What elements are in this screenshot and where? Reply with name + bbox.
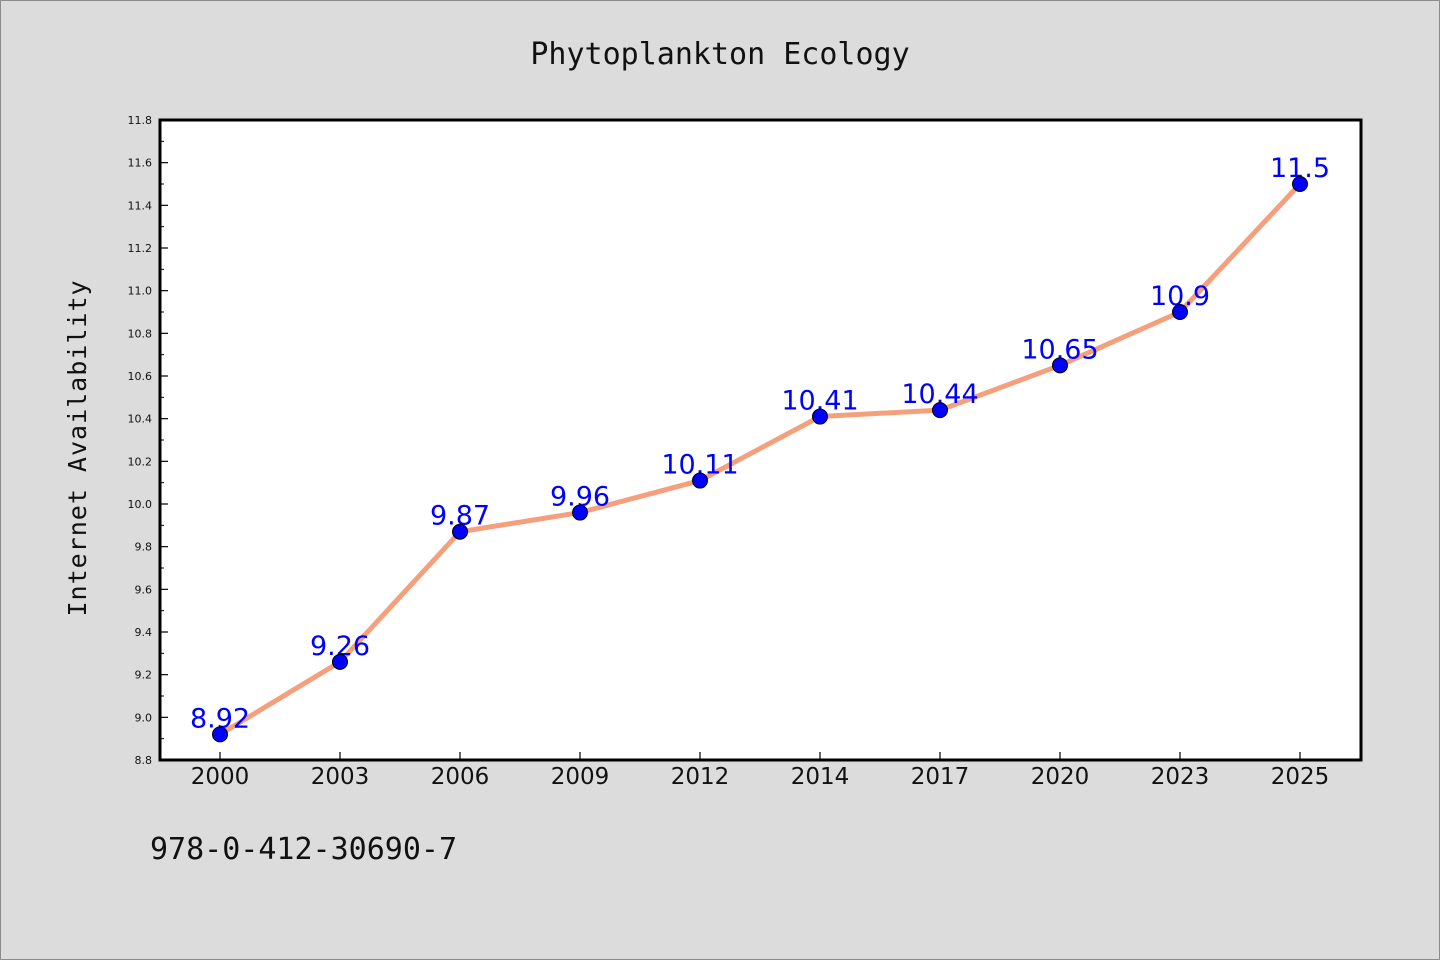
data-point [452, 523, 468, 540]
series-line [217, 181, 1303, 737]
data-point [692, 472, 708, 489]
y-tick-label: 9.2 [135, 669, 153, 682]
y-tick-label: 9.6 [135, 583, 153, 596]
y-tick-label: 8.8 [135, 754, 153, 767]
plot-border [158, 118, 1363, 762]
data-point [932, 402, 948, 419]
y-tick-label: 11.4 [128, 199, 153, 212]
x-tick-label: 2025 [1271, 764, 1330, 790]
x-tick-label: 2006 [431, 764, 490, 790]
y-tick-label: 10.8 [128, 327, 153, 340]
y-tick-label: 10.0 [128, 498, 153, 511]
footnote-isbn: 978-0-412-30690-7 [150, 832, 458, 867]
x-tick-label: 2017 [911, 764, 970, 790]
data-point [332, 653, 348, 670]
x-tick-label: 2012 [671, 764, 730, 790]
data-point [1172, 304, 1188, 320]
x-tick-label: 2003 [311, 764, 370, 790]
x-tick-label: 2000 [191, 764, 250, 790]
y-tick-label: 10.4 [128, 413, 153, 426]
y-tick-label: 10.2 [128, 455, 153, 468]
y-tick-label: 9.8 [135, 541, 153, 554]
y-tick-label: 11.0 [128, 285, 153, 298]
y-axis-label: Internet Availability [63, 279, 92, 616]
data-point [1292, 176, 1308, 192]
plot-area [160, 120, 1361, 760]
chart-title: Phytoplankton Ecology [530, 37, 909, 72]
y-tick-label: 11.8 [128, 114, 153, 127]
x-tick-label: 2023 [1151, 764, 1210, 790]
x-tick-label: 2020 [1031, 764, 1090, 790]
x-tick-label: 2009 [551, 764, 610, 790]
y-tick-label: 11.2 [128, 242, 153, 255]
data-point [1052, 357, 1068, 374]
y-tick-label: 10.6 [128, 370, 153, 383]
data-point [812, 408, 828, 425]
y-tick-labels: 8.8 9.0 9.2 9.4 9.6 9.8 10.0 10.2 10.4 10.6 10.8 11… [128, 114, 153, 767]
y-tick-label: 9.0 [135, 711, 153, 724]
x-tick-label: 2014 [791, 764, 850, 790]
x-tick-labels: 2000 2003 2006 2009 2012 2014 2017 2020 2023 2025 [191, 764, 1330, 790]
y-tick-label: 9.4 [135, 626, 153, 639]
y-tick-label: 11.6 [128, 157, 153, 170]
data-point [212, 726, 228, 743]
data-point [572, 504, 588, 521]
